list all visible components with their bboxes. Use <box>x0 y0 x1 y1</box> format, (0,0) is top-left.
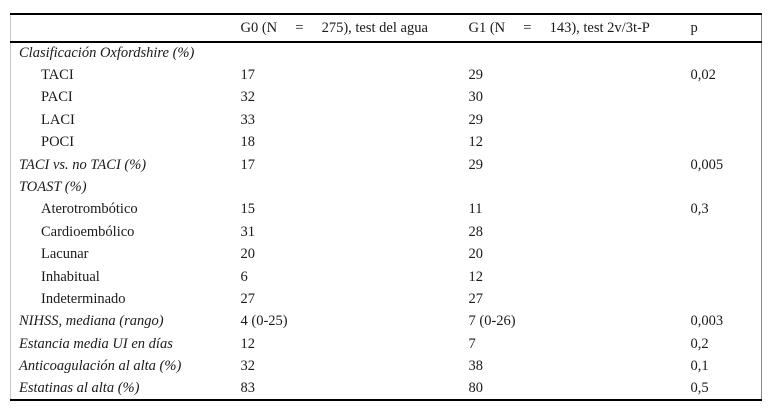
table-row: PACI 32 30 <box>11 87 762 109</box>
header-g0-column: G0 (N = 275), test del agua <box>240 19 428 36</box>
cell-g0: 27 <box>240 290 256 307</box>
cell-g1: 27 <box>468 290 484 307</box>
table-row: Estancia media UI en días 12 7 0,2 <box>11 333 762 355</box>
cell-g0: 17 <box>240 156 256 173</box>
row-label: Clasificación Oxfordshire (%) <box>19 45 195 62</box>
table-row: Clasificación Oxfordshire (%) <box>11 42 762 64</box>
table-row: TACI 17 29 0,02 <box>11 64 762 86</box>
row-label: TOAST (%) <box>19 179 87 196</box>
cell-p <box>683 132 762 154</box>
row-label: Estancia media UI en días <box>19 335 173 352</box>
header-p-column: p <box>690 19 698 36</box>
cell-g1 <box>461 176 683 198</box>
cell-p: 0,3 <box>690 201 709 218</box>
table-row: Lacunar 20 20 <box>11 244 762 266</box>
row-label: Cardioembólico <box>41 223 135 240</box>
cell-g1: 11 <box>468 201 483 218</box>
table-row: Anticoagulación al alta (%) 32 38 0,1 <box>11 355 762 377</box>
table-row: Inhabitual 6 12 <box>11 266 762 288</box>
cell-p <box>683 221 762 243</box>
row-label: Aterotrombótico <box>41 201 138 218</box>
table-row: Estatinas al alta (%) 83 80 0,5 <box>11 378 762 400</box>
cell-g1: 12 <box>468 134 484 151</box>
cell-g0 <box>233 42 461 64</box>
header-label-column <box>11 14 233 42</box>
row-label: Estatinas al alta (%) <box>19 380 140 397</box>
row-label: LACI <box>41 111 75 128</box>
cell-p: 0,2 <box>690 335 709 352</box>
cell-g1: 20 <box>468 246 484 263</box>
cell-p <box>683 176 762 198</box>
header-g1-column: G1 (N = 143), test 2v/3t-P <box>468 19 650 36</box>
table-row: POCI 18 12 <box>11 132 762 154</box>
cell-g1: 12 <box>468 268 484 285</box>
clinical-comparison-table: G0 (N = 275), test del agua G1 (N = 143)… <box>10 13 762 402</box>
cell-p <box>683 87 762 109</box>
row-label: Indeterminado <box>41 290 126 307</box>
row-label: PACI <box>41 89 73 106</box>
cell-p: 0,1 <box>690 358 709 375</box>
cell-g0: 6 <box>240 268 248 285</box>
table-body: Clasificación Oxfordshire (%) TACI 17 29… <box>11 42 762 400</box>
row-label: Inhabitual <box>41 268 100 285</box>
cell-g1: 38 <box>468 358 484 375</box>
table-row: NIHSS, mediana (rango) 4 (0-25) 7 (0-26)… <box>11 311 762 333</box>
cell-g0: 83 <box>240 380 256 397</box>
cell-g0: 17 <box>240 67 256 84</box>
table-row: TOAST (%) <box>11 176 762 198</box>
cell-p <box>683 288 762 310</box>
row-label: TACI <box>41 67 74 84</box>
header-row: G0 (N = 275), test del agua G1 (N = 143)… <box>11 14 762 42</box>
cell-g1: 80 <box>468 380 484 397</box>
cell-g0 <box>233 176 461 198</box>
cell-g0: 12 <box>240 335 256 352</box>
cell-p <box>683 42 762 64</box>
cell-p: 0,005 <box>690 156 724 173</box>
cell-g1 <box>461 42 683 64</box>
cell-g0: 15 <box>240 201 256 218</box>
row-label: Lacunar <box>41 246 89 263</box>
table-row: LACI 33 29 <box>11 109 762 131</box>
row-label: Anticoagulación al alta (%) <box>19 358 182 375</box>
cell-g1: 7 <box>468 335 476 352</box>
cell-g1: 29 <box>468 156 484 173</box>
cell-g0: 31 <box>240 223 256 240</box>
cell-g0: 4 (0-25) <box>240 313 288 330</box>
row-label: NIHSS, mediana (rango) <box>19 313 164 330</box>
cell-g1: 7 (0-26) <box>468 313 516 330</box>
cell-g0: 20 <box>240 246 256 263</box>
cell-g0: 32 <box>240 89 256 106</box>
cell-g1: 30 <box>468 89 484 106</box>
cell-p <box>683 266 762 288</box>
cell-g1: 29 <box>468 67 484 84</box>
cell-p: 0,5 <box>690 380 709 397</box>
table-row: Cardioembólico 31 28 <box>11 221 762 243</box>
cell-p <box>683 109 762 131</box>
cell-g1: 28 <box>468 223 484 240</box>
cell-g0: 33 <box>240 111 256 128</box>
cell-g0: 18 <box>240 134 256 151</box>
cell-g0: 32 <box>240 358 256 375</box>
cell-p: 0,003 <box>690 313 724 330</box>
cell-p: 0,02 <box>690 67 716 84</box>
table-row: Aterotrombótico 15 11 0,3 <box>11 199 762 221</box>
table-header: G0 (N = 275), test del agua G1 (N = 143)… <box>10 14 762 42</box>
row-label: POCI <box>41 134 75 151</box>
table-row: Indeterminado 27 27 <box>11 288 762 310</box>
cell-g1: 29 <box>468 111 484 128</box>
table-row: TACI vs. no TACI (%) 17 29 0,005 <box>11 154 762 176</box>
cell-p <box>683 244 762 266</box>
row-label: TACI vs. no TACI (%) <box>19 156 147 173</box>
